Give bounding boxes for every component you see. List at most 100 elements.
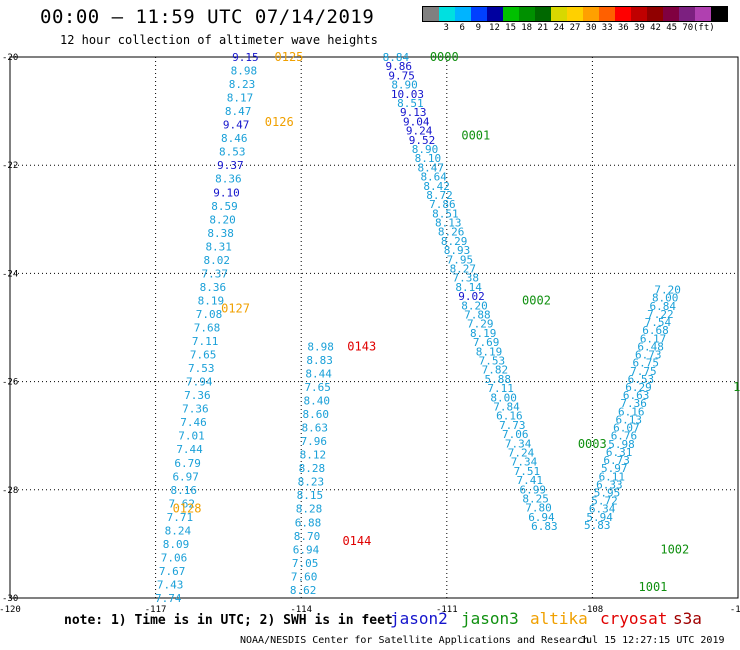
swh-value: 7.38 (452, 272, 479, 285)
swh-value: 8.47 (225, 105, 252, 118)
swh-value: 6.99 (519, 483, 546, 496)
plot-frame (9, 56, 739, 599)
swh-value: 9.15 (232, 51, 259, 64)
swh-value: 7.62 (169, 497, 196, 510)
swh-value: 7.84 (493, 400, 520, 413)
swh-value: 6.97 (172, 470, 199, 483)
legend-tick-label: 33 (601, 23, 613, 33)
legend-tick-labels: 3 6 9 12 15 18 21 24 27 30 33 36 39 42 45 70 (ft) (422, 22, 728, 34)
swh-value: 6.11 (599, 470, 626, 483)
swh-value: 6.83 (531, 520, 558, 533)
legend-swatch (471, 7, 487, 21)
swh-value: 6.75 (633, 357, 660, 370)
swh-value: 6.33 (596, 478, 623, 491)
swh-value: 8.83 (306, 354, 333, 367)
swh-value: 8.51 (432, 207, 459, 220)
pass-label: 0126 (265, 115, 294, 129)
legend-swatch (647, 7, 663, 21)
swh-value: 6.53 (628, 373, 655, 386)
legend-tick-label: 30 (585, 23, 597, 33)
swh-value: 5.83 (584, 519, 611, 532)
swh-value: 9.86 (386, 60, 413, 73)
swh-value: 8.36 (215, 173, 242, 186)
swh-value: 9.52 (409, 134, 436, 147)
swh-value: 7.54 (645, 316, 672, 329)
legend-tick-label: 42 (650, 23, 661, 33)
pass-label: 0125 (275, 50, 304, 64)
legend-tick-label: 12 (489, 23, 500, 33)
swh-value: 8.19 (476, 345, 503, 358)
swh-value: 9.47 (223, 119, 250, 132)
swh-value: 7.05 (292, 557, 319, 570)
swh-value: 8.47 (418, 161, 445, 174)
pass-label: 1001 (639, 580, 668, 594)
legend-swatch (503, 7, 519, 21)
swh-value: 7.29 (467, 318, 494, 331)
swh-value: 7.75 (630, 365, 657, 378)
swh-value: 8.14 (455, 281, 482, 294)
swh-value: 6.76 (611, 430, 638, 443)
swh-value: 7.36 (182, 403, 209, 416)
swh-value: 8.28 (299, 462, 326, 475)
legend-s3a: s3a (673, 609, 702, 628)
swh-value: 7.08 (196, 308, 223, 321)
swh-value: 8.29 (441, 235, 468, 248)
swh-value: 8.25 (522, 492, 549, 505)
swh-value: 7.22 (647, 308, 674, 321)
swh-value: 6.17 (640, 332, 667, 345)
swh-value: 9.24 (406, 125, 433, 138)
y-tick-label: -26 (2, 378, 18, 388)
swh-value: 8.42 (423, 180, 450, 193)
swh-value: 8.17 (227, 92, 254, 105)
swh-value: 7.74 (155, 592, 182, 605)
swh-value: 7.88 (464, 309, 491, 322)
swh-value: 8.24 (165, 524, 192, 537)
generated-timestamp: Jul 15 12:27:15 UTC 2019 (580, 635, 725, 646)
swh-value: 6.16 (496, 410, 523, 423)
legend-swatch (455, 7, 471, 21)
swh-value: 6.31 (606, 446, 633, 459)
swh-value: 8.16 (170, 484, 197, 497)
swh-value: 8.64 (420, 171, 447, 184)
swh-value: 7.06 (502, 428, 529, 441)
swh-value: 7.01 (178, 430, 205, 443)
pass-label: 0128 (173, 502, 202, 516)
swh-value: 6.07 (613, 422, 640, 435)
legend-swatch (487, 7, 503, 21)
swh-value: 6.94 (293, 543, 320, 556)
swh-value: 6.73 (635, 349, 662, 362)
legend-tick-label: 27 (569, 23, 581, 33)
swh-value: 8.23 (298, 476, 325, 489)
pass-label: 0144 (342, 534, 371, 548)
pass-label: 1002 (660, 542, 689, 556)
legend-tick-label: (ft) (692, 23, 715, 33)
swh-value: 8.44 (305, 367, 332, 380)
pass-label: 0003 (578, 437, 607, 451)
swh-value: 7.94 (186, 376, 213, 389)
swh-value: 8.40 (303, 395, 330, 408)
swh-value: 8.98 (231, 65, 258, 78)
swh-value: 6.48 (637, 340, 664, 353)
credit-line: NOAA/NESDIS Center for Satellite Applica… (240, 635, 590, 646)
legend-tick-label: 18 (521, 23, 533, 33)
swh-value: 7.51 (514, 465, 541, 478)
swh-value: 6.13 (616, 413, 643, 426)
legend-swatch (551, 7, 567, 21)
swh-value: 8.19 (470, 327, 497, 340)
swh-value: 8.93 (444, 244, 471, 257)
swh-value: 8.31 (205, 240, 232, 253)
swh-value: 6.16 (618, 405, 645, 418)
swh-value: 8.72 (426, 189, 453, 202)
swh-value: 7.69 (473, 336, 500, 349)
swh-value: 7.43 (157, 578, 184, 591)
swh-value: 8.38 (207, 227, 234, 240)
swh-value: 6.29 (625, 381, 652, 394)
y-tick-label: -30 (2, 594, 18, 604)
legend-altika: altika (530, 609, 588, 628)
swh-value: 6.79 (174, 457, 201, 470)
legend-tick-label: 39 (633, 23, 645, 33)
swh-value: 8.15 (297, 489, 324, 502)
x-tick-label: -117 (145, 605, 167, 615)
y-tick-label: -20 (2, 53, 18, 63)
swh-value: 8.09 (163, 538, 190, 551)
